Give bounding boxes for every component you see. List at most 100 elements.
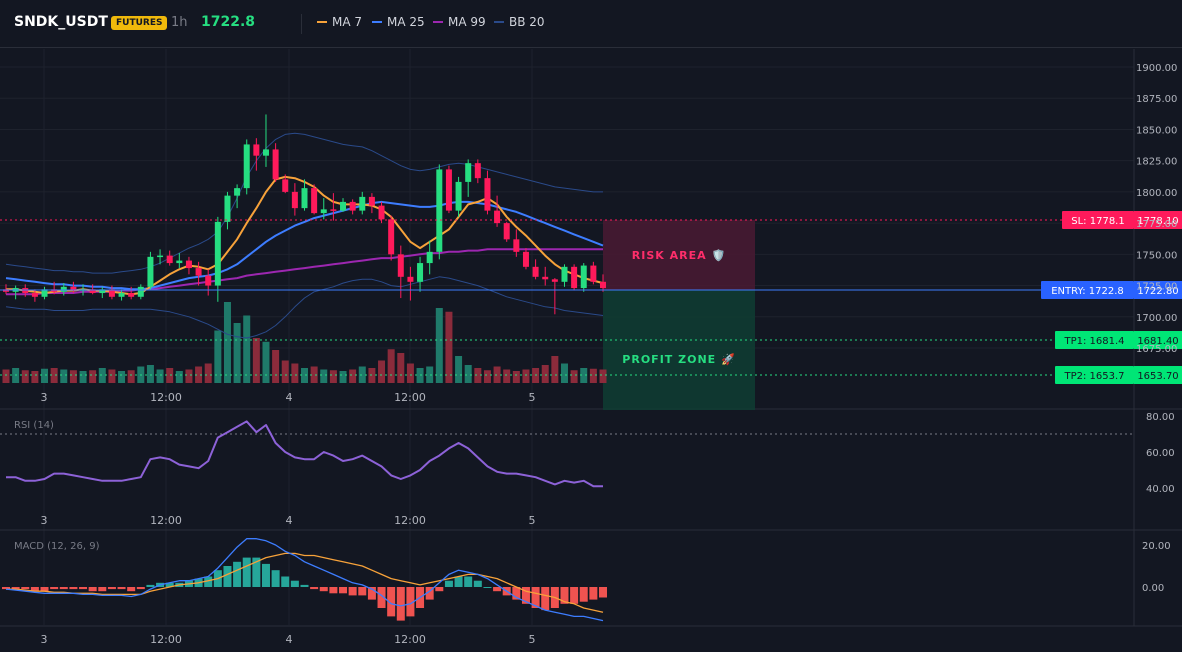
price-tick-label: 1875.00	[1136, 94, 1177, 105]
macd-hist-bar	[367, 587, 376, 600]
legend-ma99-label: MA 99	[448, 15, 486, 29]
tp1-axis-label: 1681.40	[1137, 336, 1178, 347]
price-tick-label: 1775.00	[1136, 219, 1177, 230]
macd-hist-bar	[570, 587, 579, 604]
candle-body	[600, 281, 606, 289]
candle-body	[243, 144, 250, 189]
time-tick-label: 5	[529, 633, 536, 646]
candle-body	[51, 289, 58, 292]
volume-bar	[60, 369, 68, 383]
bb-lower-line	[5, 276, 604, 339]
macd-hist-bar	[531, 587, 540, 608]
volume-bar	[320, 369, 328, 383]
entry-axis-box	[1134, 281, 1182, 299]
profit-zone	[603, 290, 755, 410]
candle-body	[70, 286, 77, 291]
profit-zone-label: PROFIT ZONE 🚀	[622, 353, 735, 366]
macd-panel: 20.00 0.00	[2, 538, 1171, 622]
candle-body	[311, 188, 318, 214]
macd-hist-bar	[358, 587, 367, 596]
macd-hist-bar	[117, 587, 126, 590]
macd-hist-bar	[444, 580, 453, 587]
chart-header: SNDK_USDT FUTURES 1h 1722.8 MA 7 MA 25 M…	[0, 0, 1182, 48]
candle-body	[388, 219, 395, 255]
entry-tag-label: ENTRY: 1722.8	[1051, 286, 1124, 297]
candle-body	[108, 289, 115, 297]
candle-body	[205, 275, 212, 286]
time-tick-label: 4	[286, 391, 293, 404]
volume-bar	[493, 366, 501, 383]
sl-axis-label: 1778.10	[1137, 216, 1178, 227]
macd-hist-bar	[281, 576, 290, 587]
candle-body	[301, 188, 308, 209]
volume-bar	[310, 366, 318, 383]
price-axis[interactable]: 1900.00 1875.00 1850.00 1825.00 1800.00 1775.…	[1136, 63, 1177, 355]
price-chart[interactable]: SL: 1778.1 1778.10 ENTRY: 1722.8 1722.80 TP1…	[0, 48, 1182, 652]
tp1-tag-label: TP1: 1681.4	[1063, 336, 1124, 347]
volume-bar	[580, 368, 588, 383]
time-tick-label: 12:00	[150, 514, 182, 527]
macd-hist-bar	[165, 582, 174, 587]
volume-bar	[233, 323, 241, 383]
candle-body	[234, 188, 241, 196]
time-tick-label: 3	[41, 514, 48, 527]
macd-hist-bar	[329, 587, 338, 594]
volume-bar	[89, 370, 97, 383]
legend-ma25[interactable]: MA 25	[372, 15, 425, 29]
ma25-line	[5, 200, 604, 291]
legend-ma99[interactable]: MA 99	[433, 15, 486, 29]
candle-body	[561, 266, 568, 282]
candle-body	[253, 144, 260, 156]
candle-body	[262, 149, 269, 156]
price-tick-label: 1900.00	[1136, 63, 1177, 74]
volume-bar	[387, 349, 395, 383]
macd-hist-bar	[435, 587, 444, 592]
entry-axis-label: 1722.80	[1137, 286, 1178, 297]
volume-bar	[349, 369, 357, 383]
volume-bar	[2, 369, 10, 383]
candle-body	[118, 293, 125, 297]
volume-bar	[79, 371, 87, 383]
macd-hist-bar	[339, 587, 348, 594]
time-tick-label: 12:00	[394, 514, 426, 527]
macd-hist-bar	[464, 576, 473, 587]
macd-hist-bar	[2, 587, 10, 590]
candle-body	[445, 169, 452, 211]
candle-body	[513, 239, 520, 252]
time-tick-label: 5	[529, 514, 536, 527]
legend-bb20[interactable]: BB 20	[494, 15, 545, 29]
tp2-axis-label: 1653.70	[1137, 371, 1178, 382]
tp1-axis-box	[1134, 331, 1182, 349]
symbol-name[interactable]: SNDK_USDT	[14, 14, 108, 30]
legend-ma7[interactable]: MA 7	[317, 15, 362, 29]
timeframe-label[interactable]: 1h	[171, 15, 188, 30]
macd-hist-bar	[252, 557, 261, 587]
volume-bar	[560, 363, 568, 383]
volume-bar	[223, 302, 231, 383]
time-tick-label: 3	[41, 391, 48, 404]
price-tick-label: 1675.00	[1136, 344, 1177, 355]
volume-bar	[108, 369, 116, 383]
candle-body	[465, 163, 472, 182]
time-tick-label: 5	[529, 391, 536, 404]
volume-bar	[445, 311, 453, 383]
candle-body	[272, 149, 279, 180]
candle-body	[359, 196, 366, 211]
macd-hist-bar	[107, 587, 116, 590]
candle-body	[542, 276, 549, 280]
candle-body	[214, 221, 221, 286]
volume-bar	[252, 338, 260, 383]
volume-bar	[118, 371, 126, 383]
rsi-line	[6, 420, 603, 488]
candle-body	[291, 191, 298, 209]
macd-hist-bar	[146, 584, 155, 587]
volume-bar	[589, 368, 597, 383]
candle-body	[436, 169, 443, 252]
candle-body	[22, 288, 29, 294]
volume-bar	[483, 370, 491, 383]
macd-hist-bar	[11, 587, 20, 590]
candles	[3, 114, 606, 315]
volume-bar	[406, 363, 414, 383]
macd-signal-line	[6, 552, 604, 613]
ma7-swatch	[317, 20, 327, 23]
